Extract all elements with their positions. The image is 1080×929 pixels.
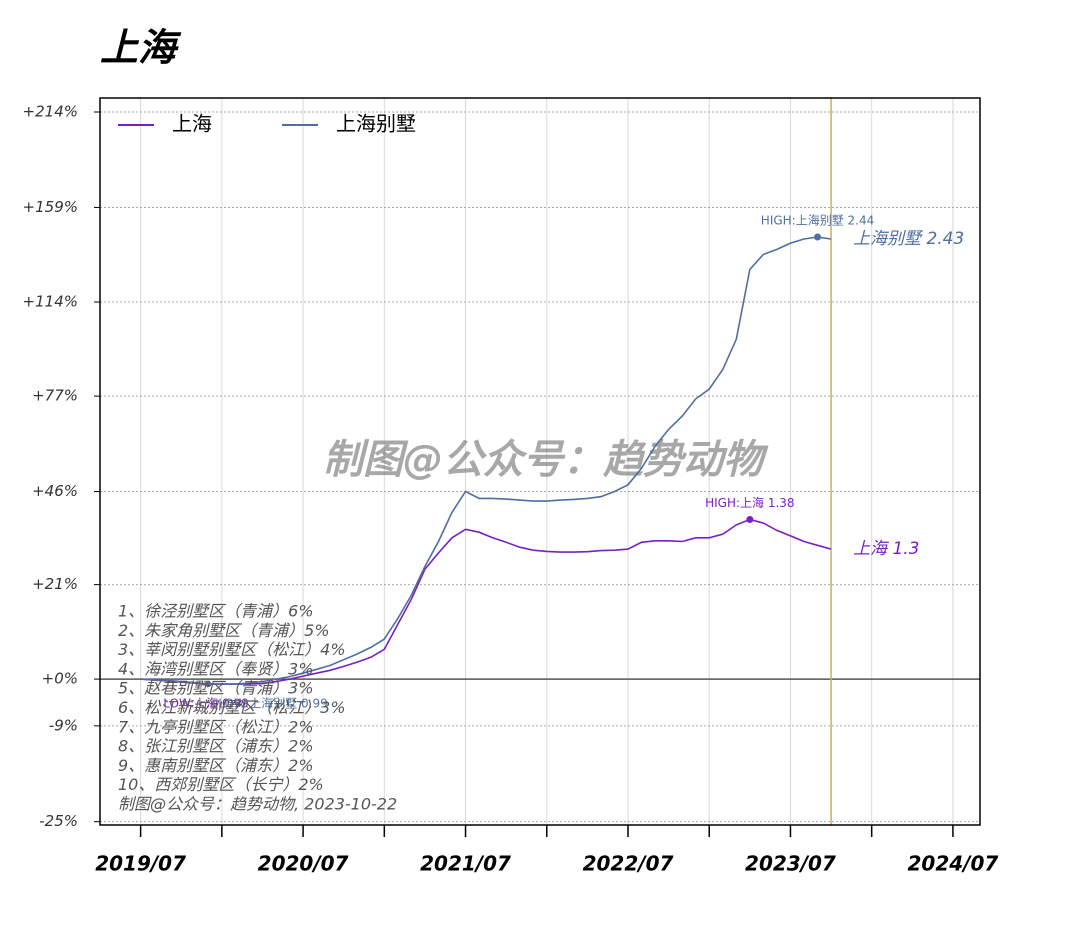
note: 7、九亭别墅区（松江）2% [118,717,314,736]
end-label: 上海 1.3 [853,539,919,559]
plot-frame [99,97,981,826]
x-tick-label: 2020/07 [258,852,349,876]
high-point [814,233,822,241]
legend-label: 上海 [172,112,212,136]
x-tick-label: 2024/07 [908,852,999,876]
y-tick-label: -25% [39,812,78,830]
y-tick-label: +77% [32,387,78,405]
watermark: 制图@公众号：趋势动物 [323,437,769,483]
y-tick-label: -9% [49,716,78,734]
note: 10、西郊别墅区（长宁）2% [118,775,324,794]
note: 9、惠南别墅区（浦东）2% [118,756,314,775]
legend-label: 上海别墅 [336,112,416,136]
y-tick-label: +46% [32,482,78,500]
high-label: HIGH:上海别墅 2.44 [761,213,874,228]
note: 4、海湾别墅区（奉贤）3% [118,659,314,678]
chart-title: 上海 [100,26,182,70]
note: 制图@公众号：趋势动物, 2023-10-22 [118,795,397,814]
series-line [140,236,832,685]
x-tick-label: 2021/07 [420,852,511,876]
y-tick-label: +0% [42,670,78,688]
end-label: 上海别墅 2.43 [853,229,964,249]
series-line [140,518,832,685]
note: 3、莘闵别墅别墅区（松江）4% [118,640,346,659]
note: 8、张江别墅区（浦东）2% [118,737,314,756]
y-tick-label: +214% [23,103,78,121]
note: 5、赵巷别墅区（青浦）3% [118,679,314,698]
low-point [205,681,212,688]
note: 1、徐泾别墅区（青浦）6% [118,602,314,621]
y-tick-label: +21% [32,575,78,593]
high-point [746,515,754,523]
x-tick-label: 2023/07 [745,852,836,876]
y-tick-label: +114% [23,293,78,311]
low-label: LOW:上海 0.99 [163,696,248,711]
y-tick-label: +159% [23,198,78,216]
low-label: LOW:上海别墅 0.99 [218,696,327,711]
note: 2、朱家角别墅区（青浦）5% [118,621,330,640]
x-tick-label: 2022/07 [583,852,674,876]
high-label: HIGH:上海 1.38 [705,495,794,510]
x-tick-label: 2019/07 [95,852,186,876]
note: 6、松江新城别墅区（松江）3% [118,698,346,717]
